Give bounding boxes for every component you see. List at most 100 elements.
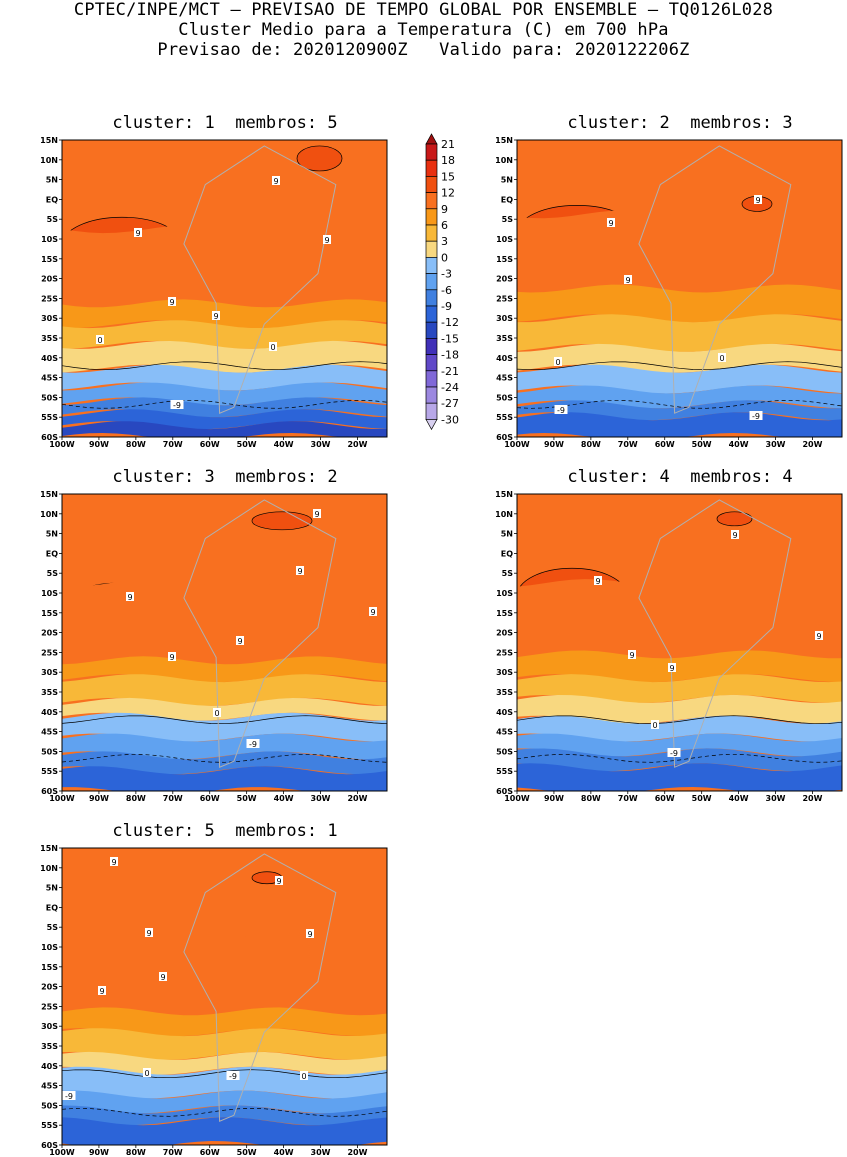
contour-label-bg [269,342,277,351]
lat-tick-label: 50S [496,747,513,756]
colorbar-segment [425,257,438,274]
contour-label-bg [667,748,681,757]
lat-tick-label: 20S [496,629,513,638]
lon-tick-label: 100W [49,1148,75,1157]
contour-label-bg [170,400,184,409]
lat-tick-label: 5N [46,884,58,893]
lon-tick-label: 80W [126,1148,146,1157]
lat-tick-label: 15S [41,255,58,264]
lon-tick-label: 50W [692,440,712,449]
colorbar-label: -24 [441,381,459,394]
panel-title-1: cluster: 1 membros: 5 [112,113,338,133]
map-frame [61,847,388,1146]
contour-label-bg [668,663,676,672]
contour-label-bg [624,275,632,284]
lat-tick-label: 45S [41,728,58,737]
lon-tick-label: 70W [163,440,183,449]
lat-tick-label: 5S [47,569,59,578]
lat-tick-label: 55S [496,767,513,776]
lat-tick-label: 35S [496,334,513,343]
contour-label-bg [212,311,220,320]
lat-tick-label: 5N [46,176,58,185]
coastline [183,853,337,1122]
contour-label: 9 [608,219,613,228]
lat-tick-label: 30S [496,314,513,323]
lon-tick-label: 60W [200,794,220,803]
contour-label-bg [718,353,726,362]
contour-label: -9 [557,406,565,415]
lat-tick-label: 60S [41,433,58,442]
contour-label-bg [110,857,118,866]
panel-title-3: cluster: 3 membros: 2 [112,467,338,487]
contour-label: -9 [670,749,678,758]
lat-tick-label: 40S [41,354,58,363]
colorbar-label: 3 [441,235,448,248]
contour-label: 9 [127,593,132,602]
contour-label-bg [159,972,167,981]
colorbar-label: 9 [441,203,448,216]
colorbar: 21 18 15 12 9 6 3 0 -3 -6 -9 -12 -15 -18 -21 -24 -27 -30 [425,133,459,431]
lon-tick-label: 20W [802,440,822,449]
contour-label: -9 [249,740,257,749]
lat-tick-label: 10S [41,235,58,244]
lon-tick-label: 70W [618,440,638,449]
lon-tick-label: 20W [347,1148,367,1157]
lon-tick-label: 60W [655,440,675,449]
lat-tick-label: 35S [496,688,513,697]
lat-tick-label: 60S [41,1141,58,1150]
coastline [183,145,337,414]
contour-label-bg [300,1071,308,1080]
contour-label: 9 [370,608,375,617]
contour-label: 0 [144,1069,149,1078]
map-panel-4: 15N 10N 5N EQ 5S 10S 15S 20S 25S 30S 35S 40S 45S 50S 5… [495,490,843,803]
contour-label-bg [143,1068,151,1077]
contour-label-bg [226,1071,240,1080]
contour-label: -9 [173,401,181,410]
contour-label: 9 [213,312,218,321]
colorbar-segment [425,386,438,404]
lat-tick-label: 35S [41,688,58,697]
map-frame [516,493,843,792]
lat-tick-label: 20S [496,275,513,284]
lat-tick-label: 5N [501,176,513,185]
date-title: Previsao de: 2020120900Z Valido para: 20… [157,40,690,60]
contour-label-bg [313,509,321,518]
contour-label-bg [213,708,221,717]
colorbar-label: 6 [441,219,448,232]
lon-tick-label: 70W [163,794,183,803]
lat-tick-label: 15S [41,609,58,618]
lat-tick-label: 15S [41,963,58,972]
lat-tick-label: EQ [501,195,513,204]
lat-tick-label: 45S [41,374,58,383]
panel-title-2: cluster: 2 membros: 3 [567,113,793,133]
map-panel-1: 15N 10N 5N EQ 5S 10S 15S 20S 25S 30S 35S 40S 45S 50S 5… [40,136,388,449]
lat-tick-label: 20S [41,983,58,992]
lat-tick-label: 25S [41,648,58,657]
lat-tick-label: 30S [496,668,513,677]
lat-tick-label: EQ [46,195,58,204]
contour-label: 0 [555,358,560,367]
contour-label: 9 [324,236,329,245]
lat-tick-label: 10S [41,589,58,598]
lat-tick-label: 15N [495,136,513,145]
colorbar-label: 18 [441,154,455,167]
lat-tick-label: 5S [47,923,59,932]
contour-label-bg [749,411,763,420]
contour-label: 9 [276,877,281,886]
lat-tick-label: 45S [496,374,513,383]
lon-tick-label: 60W [200,1148,220,1157]
panel-title-5: cluster: 5 membros: 1 [112,821,338,841]
colorbar-label: -21 [441,365,459,378]
contour-label: -9 [752,412,760,421]
lon-tick-label: 60W [200,440,220,449]
contour-label: 9 [99,987,104,996]
contour-label: 0 [214,709,219,718]
map-panel-2: 15N 10N 5N EQ 5S 10S 15S 20S 25S 30S 35S 40S 45S 50S 5… [495,136,843,449]
contour-label: 9 [595,577,600,586]
contour-label: 0 [97,336,102,345]
lat-tick-label: 10N [495,156,513,165]
contour-label: 9 [135,229,140,238]
lon-tick-label: 100W [504,794,530,803]
contour-label-bg [236,636,244,645]
